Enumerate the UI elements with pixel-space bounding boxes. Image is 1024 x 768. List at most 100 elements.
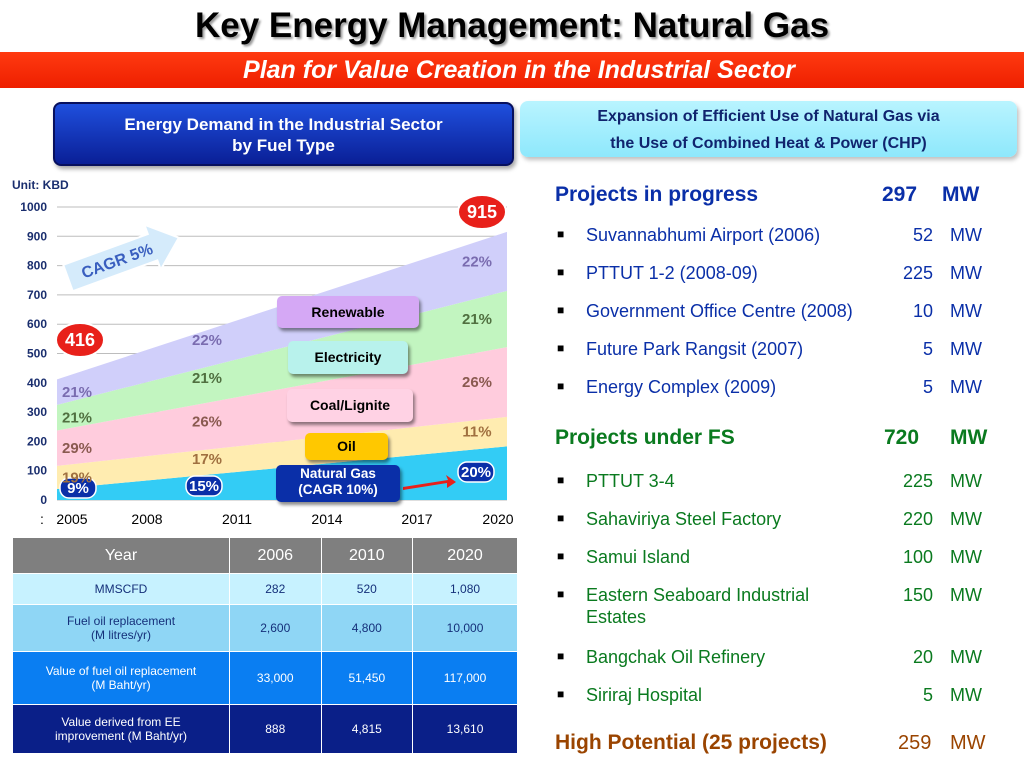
x-axis-prefix: :: [40, 511, 44, 527]
y-tick-label: 600: [27, 317, 47, 331]
table-cell: 117,000: [412, 651, 518, 705]
project-name: Samui Island: [586, 547, 691, 567]
share-label: 15%: [189, 478, 219, 495]
projects-in-progress-heading: Projects in progress: [555, 183, 759, 206]
table-row: Fuel oil replacement (M litres/yr) 2,600…: [12, 604, 518, 652]
cagr-arrow: CAGR 5%: [61, 222, 181, 293]
y-tick-label: 800: [27, 259, 47, 273]
project-unit: MW: [950, 509, 982, 529]
share-label: 26%: [192, 414, 222, 431]
high-potential-unit: MW: [950, 732, 986, 754]
table-header-cell: 2020: [412, 537, 518, 574]
bullet-icon: ■: [557, 511, 565, 525]
x-tick-label: 2017: [401, 511, 432, 527]
page-subtitle: Plan for Value Creation in the Industria…: [243, 56, 795, 84]
chart-unit-label: Unit: KBD: [12, 178, 69, 192]
table-cell: 2,600: [229, 604, 322, 652]
y-tick-label: 0: [40, 493, 47, 507]
table-header-cell: Year: [12, 537, 230, 574]
project-unit: MW: [950, 471, 982, 491]
table-header-cell: 2010: [320, 537, 414, 574]
badge-bg: [457, 461, 495, 483]
chart-header-box: Energy Demand in the Industrial Sector b…: [53, 102, 514, 166]
bullet-icon: ■: [557, 379, 565, 393]
project-name: Bangchak Oil Refinery: [586, 647, 766, 667]
project-unit: MW: [950, 225, 982, 245]
x-tick-label: 2011: [222, 511, 252, 527]
area-coal-lignite: [57, 347, 507, 466]
bullet-icon: ■: [557, 587, 565, 601]
total-badge-bg: [457, 194, 507, 230]
high-potential-heading: High Potential (25 projects): [555, 731, 827, 754]
table-cell: 13,610: [412, 704, 518, 754]
table-row: MMSCFD 282 520 1,080: [12, 573, 518, 605]
table-cell: 1,080: [412, 573, 518, 605]
table-row-label: MMSCFD: [12, 573, 230, 605]
project-value: 5: [922, 377, 933, 397]
project-unit: MW: [950, 685, 982, 705]
total-badge-label: 915: [467, 202, 497, 222]
project-value: 220: [902, 509, 933, 529]
bullet-icon: ■: [557, 473, 565, 487]
badge-bg: [59, 477, 97, 499]
total-start-badge: 416: [55, 322, 105, 358]
share-label: 17%: [192, 451, 222, 468]
projects-fs-unit: MW: [950, 426, 988, 449]
x-tick-label: 2008: [131, 511, 162, 527]
project-name: PTTUT 3-4: [586, 471, 675, 491]
legend-callout-oil: Oil: [305, 433, 388, 460]
share-label: 21%: [192, 370, 222, 387]
table-cell: 4,815: [320, 704, 414, 754]
project-unit: MW: [950, 339, 982, 359]
x-tick-label: 2014: [311, 511, 342, 527]
area-oil: [57, 416, 507, 490]
page-title: Key Energy Management: Natural Gas: [194, 6, 830, 45]
project-name: Sahaviriya Steel Factory: [586, 509, 782, 529]
share-label: 9%: [67, 480, 89, 497]
project-value: 150: [902, 585, 933, 605]
share-label: 21%: [62, 384, 92, 401]
project-name: Eastern Seaboard Industrial Estates: [586, 585, 810, 627]
y-tick-label: 200: [27, 434, 47, 448]
legend-callout-coal-lignite: Coal/Lignite: [287, 389, 413, 422]
table-cell: 10,000: [412, 604, 518, 652]
bullet-icon: ■: [557, 303, 565, 317]
table-row: Value derived from EE improvement (M Bah…: [12, 704, 518, 754]
natural-gas-arrow: [403, 475, 456, 490]
project-name: Future Park Rangsit (2007): [586, 339, 804, 359]
y-tick-label: 100: [27, 464, 47, 478]
legend-callout-electricity: Electricity: [288, 341, 408, 374]
project-value: 100: [902, 547, 933, 567]
table-row-label: Fuel oil replacement (M litres/yr): [12, 604, 230, 652]
chp-header-line2: the Use of Combined Heat & Power (CHP): [610, 135, 927, 152]
share-label: 19%: [62, 469, 92, 486]
subtitle-bar: Plan for Value Creation in the Industria…: [0, 52, 1024, 88]
projects-fs-total: 720: [884, 426, 920, 449]
table-row-label: Value derived from EE improvement (M Bah…: [12, 704, 230, 754]
share-label: 20%: [461, 464, 491, 481]
y-tick-label: 500: [27, 347, 47, 361]
natural-gas-share-badge: 15%: [185, 475, 223, 497]
share-label: 22%: [462, 253, 492, 270]
legend-callout-renewable: Renewable: [277, 296, 419, 328]
share-label: 21%: [462, 311, 492, 328]
gas-value-table: Year 2006 2010 2020 MMSCFD 282 520 1,080…: [12, 537, 518, 754]
table-row: Value of fuel oil replacement (M Baht/yr…: [12, 651, 518, 705]
project-value: 10: [912, 301, 933, 321]
y-tick-label: 700: [27, 288, 47, 302]
share-label: 11%: [462, 424, 491, 441]
x-tick-label: 2005: [56, 511, 87, 527]
table-header-cell: 2006: [229, 537, 322, 574]
project-name: Suvannabhumi Airport (2006): [586, 225, 821, 245]
table-header-row: Year 2006 2010 2020: [12, 537, 518, 574]
chart-header-line1: Energy Demand in the Industrial Sector: [124, 115, 443, 134]
project-value: 225: [902, 263, 933, 283]
badge-bg: [185, 475, 223, 497]
y-tick-label: 400: [27, 376, 47, 390]
project-name: Energy Complex (2009): [586, 377, 777, 397]
y-tick-label: 900: [27, 229, 47, 243]
legend-callout-natural-gas: Natural Gas (CAGR 10%): [276, 465, 400, 502]
bullet-icon: ■: [557, 649, 565, 663]
project-value: 20: [912, 647, 933, 667]
bullet-icon: ■: [557, 341, 565, 355]
